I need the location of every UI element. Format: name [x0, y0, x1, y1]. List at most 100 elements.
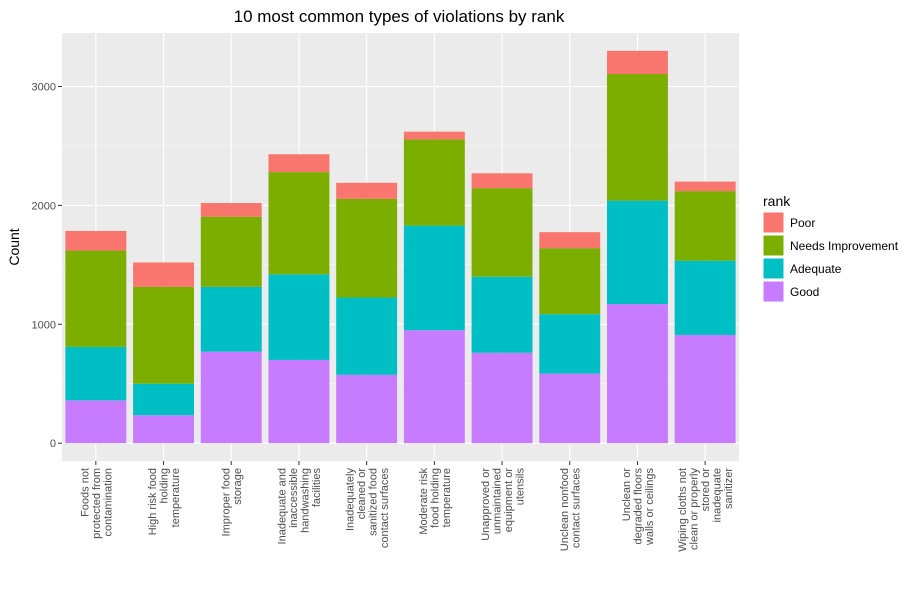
- bar-needs-improvement: [200, 216, 262, 287]
- x-tick-label-line: clean or properly: [689, 468, 701, 550]
- x-tick-label-line: protected from: [91, 468, 103, 539]
- bar-adequate: [65, 346, 127, 401]
- bar-good: [65, 400, 127, 444]
- legend-label: Needs Improvement: [790, 239, 899, 253]
- x-tick-label-line: walls or ceilings: [644, 468, 656, 547]
- x-tick-label-line: Inadequately: [344, 468, 356, 531]
- bar-adequate: [674, 260, 736, 335]
- bar-good: [539, 373, 601, 444]
- legend-title: rank: [763, 193, 791, 209]
- x-tick-label: Inadequate and inaccessible handwashing fac…: [277, 468, 324, 545]
- bar-adequate: [606, 200, 668, 305]
- x-tick-label: High risk food holding temperature: [147, 468, 182, 535]
- x-tick-label-line: Improper food: [221, 468, 233, 536]
- bar-adequate: [539, 314, 601, 374]
- legend-key: [762, 211, 785, 234]
- x-tick-label-line: storage: [232, 468, 244, 505]
- legend-key: [762, 280, 785, 303]
- bar-needs-improvement: [539, 248, 601, 315]
- chart-title: 10 most common types of violations by ra…: [234, 7, 565, 26]
- x-tick-label-line: inadequate: [712, 468, 724, 522]
- bar-good: [606, 304, 668, 444]
- bar-needs-improvement: [674, 191, 736, 261]
- y-axis: 0 1000 2000 3000: [32, 82, 62, 450]
- bar-adequate: [133, 383, 195, 416]
- bar-needs-improvement: [471, 188, 533, 277]
- x-tick-label-line: degraded floors: [632, 468, 644, 545]
- bars: [65, 50, 736, 444]
- legend-label: Poor: [790, 216, 815, 230]
- bar-poor: [133, 262, 195, 287]
- x-tick-label-line: holding: [159, 468, 171, 503]
- x-tick-label-line: stored or: [700, 468, 712, 512]
- bar-poor: [336, 182, 398, 199]
- bar-needs-improvement: [133, 286, 195, 384]
- legend: rank Poor Needs Improvement Adequate Good: [762, 193, 899, 303]
- x-tick-label: Unclean nonfood contact surfaces: [559, 468, 583, 552]
- bar-needs-improvement: [403, 139, 465, 226]
- legend-label: Adequate: [790, 262, 842, 276]
- x-tick-label: Improper food storage: [221, 468, 245, 536]
- y-axis-title: Count: [6, 228, 22, 265]
- bar-poor: [539, 232, 601, 249]
- x-tick-label-line: sanitizer: [723, 468, 735, 509]
- bar-poor: [674, 181, 736, 192]
- bar-good: [403, 330, 465, 444]
- x-tick-label: Moderate risk food holding temperature: [418, 468, 453, 535]
- y-tick-label: 2000: [32, 200, 56, 212]
- x-tick-label-line: Moderate risk: [418, 468, 430, 535]
- x-tick-label-line: High risk food: [147, 468, 159, 535]
- x-tick-label-line: Unclean or: [621, 468, 633, 522]
- x-tick-label-line: unmaintained: [491, 468, 503, 534]
- x-tick-label-line: temperature: [170, 468, 182, 527]
- x-tick-label-line: contact surfaces: [571, 468, 583, 549]
- bar-needs-improvement: [606, 74, 668, 201]
- bar-poor: [606, 50, 668, 75]
- x-tick-label-line: inaccessible: [288, 468, 300, 528]
- bar-poor: [200, 203, 262, 217]
- y-tick-label: 0: [50, 438, 56, 450]
- x-tick-label: Foods not protected from contamination: [79, 468, 114, 539]
- bar-adequate: [200, 286, 262, 352]
- x-tick-label: Wiping cloths not clean or properly stored…: [677, 468, 735, 552]
- x-axis: Foods not protected from contamination High…: [79, 461, 735, 552]
- legend-key: [762, 257, 785, 280]
- bar-adequate: [336, 297, 398, 375]
- x-tick-label-line: cleaned or: [356, 468, 368, 520]
- x-tick-label-line: facilities: [311, 468, 323, 508]
- bar-needs-improvement: [65, 250, 127, 347]
- x-tick-label-line: food holding: [429, 468, 441, 528]
- bar-adequate: [403, 225, 465, 331]
- x-tick-label-line: Unapproved or: [480, 468, 492, 541]
- bar-needs-improvement: [268, 172, 330, 275]
- legend-label: Good: [790, 285, 819, 299]
- bar-poor: [471, 173, 533, 189]
- x-tick-label-line: temperature: [441, 468, 453, 527]
- x-tick-label-line: handwashing: [300, 468, 312, 533]
- x-tick-label-line: equipment or: [503, 468, 515, 533]
- y-tick-label: 3000: [32, 82, 56, 94]
- bar-poor: [65, 230, 127, 251]
- x-tick-label-line: contact surfaces: [379, 468, 391, 549]
- bar-good: [200, 351, 262, 444]
- x-tick-label-line: Unclean nonfood: [559, 468, 571, 551]
- x-tick-label-line: sanitized food: [367, 468, 379, 536]
- bar-poor: [403, 131, 465, 140]
- legend-key: [762, 234, 785, 257]
- bar-adequate: [268, 274, 330, 360]
- x-tick-label-line: utensils: [514, 468, 526, 506]
- bar-poor: [268, 154, 330, 173]
- x-tick-label: Inadequately cleaned or sanitized food cont…: [344, 468, 391, 549]
- x-tick-label: Unapproved or unmaintained equipment or ute…: [480, 468, 527, 541]
- bar-good: [133, 415, 195, 444]
- x-tick-label-line: Foods not: [79, 468, 91, 517]
- bar-adequate: [471, 276, 533, 353]
- y-tick-label: 1000: [32, 319, 56, 331]
- x-tick-label-line: Inadequate and: [277, 468, 289, 544]
- x-tick-label: Unclean or degraded floors walls or ceilin…: [621, 468, 656, 547]
- bar-good: [471, 352, 533, 444]
- bar-good: [336, 374, 398, 444]
- x-tick-label-line: contamination: [102, 468, 114, 537]
